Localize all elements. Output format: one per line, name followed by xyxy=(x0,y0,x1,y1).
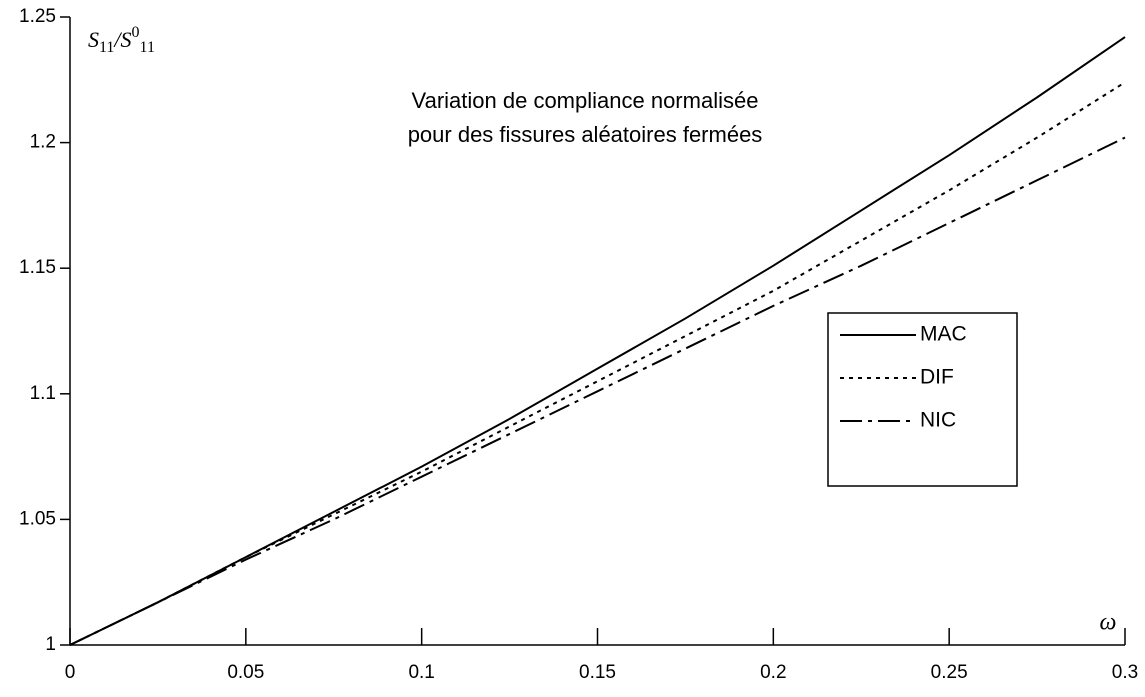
x-tick-label: 0.15 xyxy=(579,662,616,683)
y-label-part: S xyxy=(88,27,99,52)
x-tick-label: 0 xyxy=(65,662,76,683)
y-tick-label: 1.15 xyxy=(19,257,56,278)
x-axis-label: ω xyxy=(1100,610,1117,636)
y-label-part: 11 xyxy=(140,39,155,56)
legend-label: NIC xyxy=(920,409,956,432)
chart-title: Variation de compliance normalisée xyxy=(412,88,759,113)
y-tick-label: 1.05 xyxy=(19,508,56,529)
legend-label: DIF xyxy=(920,366,954,389)
data-line xyxy=(69,136,1126,646)
data-line xyxy=(69,81,1126,646)
legend-box xyxy=(827,312,1018,487)
x-tick-label: 0.25 xyxy=(931,662,968,683)
y-tick-label: 1 xyxy=(45,634,56,655)
y-label-part: 11 xyxy=(99,39,114,56)
x-tick-label: 0.3 xyxy=(1112,662,1138,683)
y-axis-label: S11/S011 xyxy=(88,24,155,56)
y-label-part: 0 xyxy=(132,24,140,41)
legend-label: MAC xyxy=(920,323,967,346)
x-tick-label: 0.2 xyxy=(760,662,786,683)
y-tick-label: 1.25 xyxy=(19,6,56,27)
chart-title: pour des fissures aléatoires fermées xyxy=(408,122,763,147)
x-tick-label: 0.05 xyxy=(227,662,264,683)
y-tick-label: 1.2 xyxy=(30,132,56,153)
x-tick-label: 0.1 xyxy=(408,662,434,683)
y-tick-label: 1.1 xyxy=(30,383,56,404)
data-line xyxy=(69,36,1126,646)
y-label-part: /S xyxy=(112,27,131,52)
